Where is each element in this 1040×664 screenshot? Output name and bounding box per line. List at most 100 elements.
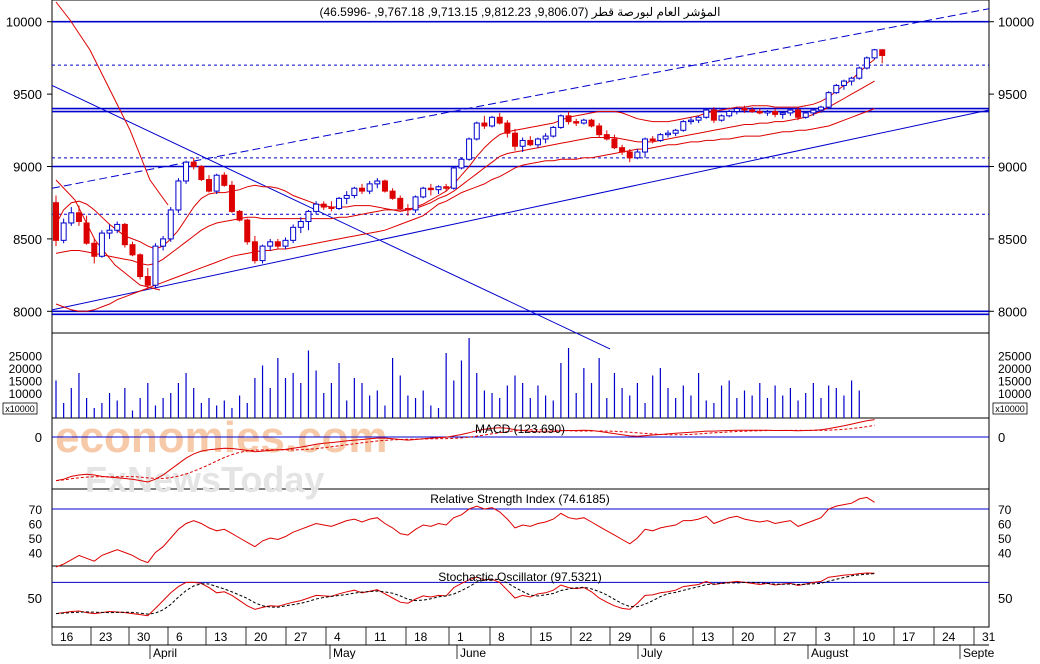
- candle-body: [137, 254, 144, 278]
- candle-body: [565, 115, 572, 123]
- candle-body: [596, 125, 603, 136]
- price-tick-label-right: 10000: [998, 15, 1034, 30]
- x-day-label: 24: [942, 630, 956, 644]
- candle-body: [106, 229, 113, 234]
- candle-body: [458, 158, 465, 169]
- macd-tick-label-left: 0: [35, 430, 42, 445]
- candle-body: [443, 186, 450, 189]
- candle-body: [236, 210, 243, 221]
- x-day-label: 31: [982, 630, 996, 644]
- candle-body: [496, 116, 503, 124]
- candle-body: [733, 108, 740, 112]
- x-day-label: 27: [783, 630, 797, 644]
- candle-body: [642, 138, 649, 153]
- candle-body: [397, 197, 404, 209]
- candle-body: [83, 222, 90, 244]
- candle-body: [657, 134, 664, 141]
- candle-body: [91, 242, 98, 257]
- x-day-label: 17: [902, 630, 916, 644]
- candle-body: [557, 115, 564, 128]
- candle-body: [741, 108, 748, 111]
- candle-body: [144, 276, 151, 286]
- candle-body: [381, 180, 388, 192]
- candle-body: [305, 210, 312, 223]
- volume-tick-label-right: 15000: [998, 375, 1032, 389]
- candle-body: [473, 122, 480, 140]
- candle-body: [534, 138, 541, 146]
- candle-body: [282, 239, 289, 247]
- candle-body: [756, 110, 763, 114]
- x-day-label: 29: [618, 630, 632, 644]
- stoch-k-line: [55, 572, 875, 617]
- trendline-channel-bottom: [51, 109, 990, 311]
- bollinger-upper: [55, 59, 875, 250]
- candle-body: [366, 183, 373, 192]
- candle-body: [53, 202, 59, 241]
- candle-body: [840, 80, 847, 86]
- x-day-label: 20: [741, 630, 755, 644]
- candle-body: [550, 126, 557, 137]
- candle-body: [810, 109, 817, 114]
- candle-body: [818, 106, 824, 111]
- x-day-label: 6: [176, 630, 183, 644]
- price-tick-label-right: 8500: [998, 232, 1027, 247]
- x-day-label: 4: [334, 630, 341, 644]
- candle-body: [649, 138, 656, 141]
- candle-body: [687, 119, 694, 123]
- rsi-tick-label-right: 50: [998, 532, 1012, 546]
- candle-body: [75, 212, 82, 223]
- stoch-tick-label-right: 50: [998, 591, 1012, 606]
- volume-tick-label-right: 20000: [998, 362, 1032, 376]
- candle-body: [749, 109, 756, 112]
- rsi-line: [55, 496, 875, 568]
- chart-title: المؤشر العام لبورصة قطر (9,806.07, 9,812…: [319, 5, 720, 19]
- x-day-label: 27: [294, 630, 308, 644]
- bollinger-lower: [55, 108, 875, 312]
- candle-body: [160, 238, 167, 247]
- candle-body: [213, 174, 220, 192]
- candle-body: [665, 132, 671, 136]
- volume-tick-label-right: 10000: [998, 387, 1032, 401]
- candle-body: [672, 129, 679, 134]
- candle-body: [328, 206, 335, 209]
- candle-body: [481, 122, 488, 127]
- x-day-label: 15: [539, 630, 553, 644]
- candle-body: [603, 134, 610, 140]
- candle-body: [175, 180, 182, 211]
- x-month-label: May: [333, 646, 356, 659]
- x-day-label: 11: [374, 630, 387, 644]
- rsi-tick-label-right: 40: [998, 547, 1012, 561]
- rsi-tick-label-left: 60: [29, 518, 43, 532]
- candle-body: [274, 241, 281, 247]
- volume-tick-label-right: 25000: [998, 350, 1032, 364]
- x-month-label: April: [153, 646, 177, 659]
- candle-body: [121, 223, 128, 246]
- candle-body: [267, 241, 274, 247]
- candle-body: [190, 161, 197, 168]
- rsi-tick-label-left: 70: [29, 503, 43, 517]
- x-day-label: 22: [579, 630, 593, 644]
- candle-body: [228, 184, 235, 212]
- candle-body: [114, 223, 121, 231]
- candle-body: [412, 196, 419, 211]
- x-day-label: 20: [254, 630, 268, 644]
- candle-body: [68, 212, 75, 224]
- candle-body: [389, 190, 396, 199]
- rsi-label: Relative Strength Index (74.6185): [430, 492, 609, 506]
- candle-body: [580, 119, 587, 124]
- rsi-tick-label-left: 40: [29, 547, 43, 561]
- candle-body: [619, 147, 626, 153]
- volume-scale-box: [2, 402, 38, 415]
- candle-body: [351, 187, 358, 196]
- price-tick-label-right: 8000: [998, 304, 1027, 319]
- candle-body: [542, 135, 549, 140]
- candle-body: [795, 109, 802, 118]
- stoch-tick-label-left: 50: [28, 591, 42, 606]
- volume-tick-label-left: 20000: [9, 362, 43, 376]
- candle-body: [527, 139, 534, 146]
- volume-tick-label-left: 15000: [9, 375, 43, 389]
- candle-body: [251, 241, 258, 262]
- price-tick-label-left: 8000: [13, 304, 42, 319]
- trendline-channel-top: [51, 8, 990, 189]
